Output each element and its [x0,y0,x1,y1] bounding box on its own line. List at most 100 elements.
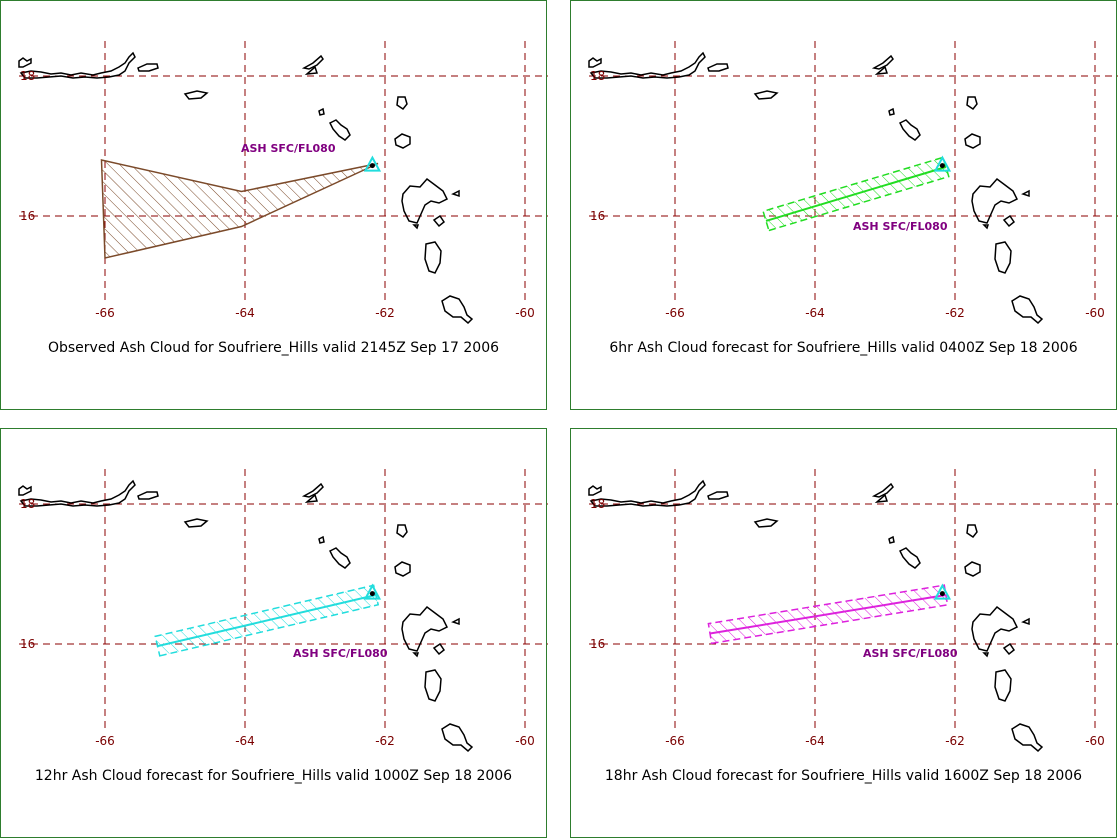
island-outline [966,524,978,539]
island-outline [898,547,921,569]
lon-tick-label: -62 [375,734,395,748]
island-outline [1021,189,1030,198]
island-outline [971,605,1019,652]
island-outline [874,493,889,503]
island-outline [424,669,442,702]
island-outline [1011,295,1044,325]
island-outline [301,54,324,70]
island-outline [874,65,889,75]
lon-tick-label: -60 [515,306,535,320]
lon-tick-label: -64 [805,734,825,748]
island-outline [871,482,894,498]
island-outline [394,561,411,577]
volcano-dot [939,163,945,169]
lon-tick-label: -62 [375,306,395,320]
island-outline [301,482,324,498]
lat-tick-label: 18 [20,497,35,511]
island-outline [588,57,602,68]
island-outline [183,518,209,528]
panel-forecast-6hr: -66 -64 -62 -60 18 16 ASH SFC/FL080 6hr Ash Clo… [570,0,1118,410]
ash-cloud-axis-line [765,166,947,222]
island-outline [432,642,446,656]
island-outline [396,96,408,111]
island-outline [451,617,460,626]
island-outline [1002,214,1016,228]
lon-tick-label: -60 [1085,734,1105,748]
island-outline [328,119,351,141]
island-outline [753,518,779,528]
island-outline [412,652,420,658]
island-outline [888,535,895,544]
altitude-label: ASH SFC/FL080 [293,647,388,660]
island-outline [18,57,32,68]
island-outline [971,177,1019,224]
ash-cloud-axis-line [709,594,947,635]
island-outline [19,51,136,79]
panel-observed: -66 -64 -62 -60 18 16 ASH SFC/FL080 Observed As… [0,0,548,410]
island-outline [19,479,136,507]
coastlines [588,51,1044,325]
island-outline [318,535,325,544]
ash-map: -66 -64 -62 -60 18 16 ASH SFC/FL080 [18,41,548,325]
lon-tick-label: -64 [235,306,255,320]
island-outline [318,107,325,116]
island-outline [753,90,779,100]
lon-tick-label: -64 [235,734,255,748]
altitude-label: ASH SFC/FL080 [863,647,958,660]
island-outline [401,177,449,224]
coastlines [588,479,1044,753]
island-outline [964,561,981,577]
lat-lon-grid [19,469,548,729]
ash-map: -66 -64 -62 -60 18 16 ASH SFC/FL080 [588,41,1118,325]
island-outline [412,224,420,230]
island-outline [1021,617,1030,626]
island-outline [966,96,978,111]
island-outline [898,119,921,141]
island-outline [18,485,32,496]
panel-forecast-18hr: -66 -64 -62 -60 18 16 ASH SFC/FL080 18hr Ash Cl… [570,428,1118,838]
lat-lon-grid [589,469,1118,729]
island-outline [707,491,729,500]
altitude-label: ASH SFC/FL080 [853,220,948,233]
lon-tick-label: -66 [665,734,685,748]
lon-tick-label: -62 [945,734,965,748]
island-outline [707,63,729,72]
lat-tick-label: 16 [20,209,35,223]
panel-caption: 12hr Ash Cloud forecast for Soufriere_Hi… [34,768,513,784]
volcano-icon [363,155,382,172]
island-outline [183,90,209,100]
island-outline [137,491,159,500]
lon-tick-label: -66 [665,306,685,320]
island-outline [451,189,460,198]
island-outline [994,669,1012,702]
island-outline [441,723,474,753]
coastlines [18,51,474,325]
volcano-dot [369,163,375,169]
volcano-dot [369,591,375,597]
ash-map: -66 -64 -62 -60 18 16 ASH SFC/FL080 [588,469,1118,753]
lon-tick-label: -60 [1085,306,1105,320]
island-outline [589,51,706,79]
island-outline [304,65,319,75]
volcano-icon [933,155,952,172]
volcano-icon [933,583,952,600]
island-outline [964,133,981,149]
lon-tick-label: -60 [515,734,535,748]
panel-caption: 18hr Ash Cloud forecast for Soufriere_Hi… [604,768,1083,784]
island-outline [588,485,602,496]
panel-forecast-12hr: -66 -64 -62 -60 18 16 ASH SFC/FL080 12hr Ash Cl… [0,428,548,838]
volcano-icon [363,583,382,600]
ash-cloud-polygon [100,159,379,259]
panel-caption: 6hr Ash Cloud forecast for Soufriere_Hil… [609,340,1078,356]
island-outline [328,547,351,569]
island-outline [982,224,990,230]
island-outline [589,479,706,507]
island-outline [441,295,474,325]
altitude-label: ASH SFC/FL080 [241,142,336,155]
lat-tick-label: 18 [590,497,605,511]
ash-map: -66 -64 -62 -60 18 16 ASH SFC/FL080 [18,469,548,753]
lat-lon-grid [589,41,1118,301]
island-outline [982,652,990,658]
island-outline [304,493,319,503]
island-outline [1002,642,1016,656]
